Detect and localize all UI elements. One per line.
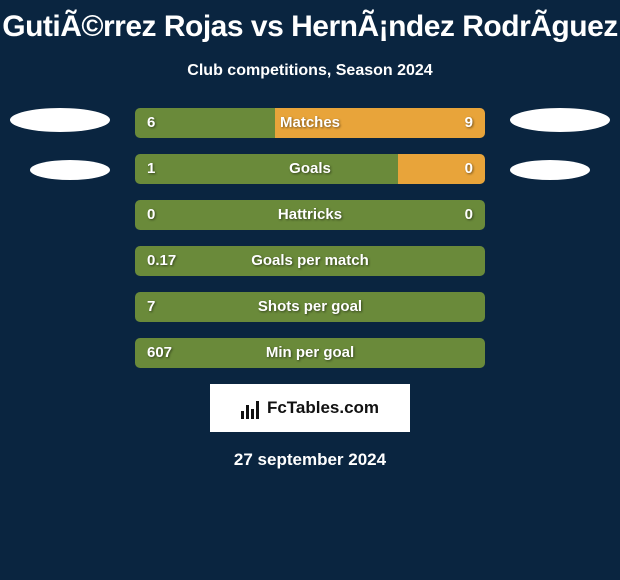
- player-left-ellipse-2: [30, 160, 110, 180]
- player-right-ellipse-2: [510, 160, 590, 180]
- stat-rows-container: Matches69Goals10Hattricks00Goals per mat…: [135, 108, 485, 368]
- stat-value-left: 1: [147, 154, 155, 184]
- stat-label: Shots per goal: [135, 292, 485, 322]
- bar-chart-icon: [241, 397, 263, 419]
- stat-label: Goals per match: [135, 246, 485, 276]
- stat-value-left: 0: [147, 200, 155, 230]
- player-right-ellipse-1: [510, 108, 610, 132]
- stat-row: Goals per match0.17: [135, 246, 485, 276]
- stat-value-left: 7: [147, 292, 155, 322]
- date-label: 27 september 2024: [0, 450, 620, 470]
- stat-row: Min per goal607: [135, 338, 485, 368]
- comparison-arena: Matches69Goals10Hattricks00Goals per mat…: [0, 108, 620, 368]
- stat-label: Matches: [135, 108, 485, 138]
- player-left-ellipse-1: [10, 108, 110, 132]
- stat-label: Hattricks: [135, 200, 485, 230]
- stat-label: Goals: [135, 154, 485, 184]
- stat-label: Min per goal: [135, 338, 485, 368]
- stat-value-left: 0.17: [147, 246, 176, 276]
- page-subtitle: Club competitions, Season 2024: [0, 62, 620, 80]
- stat-row: Goals1 0: [135, 154, 485, 184]
- stat-row: Matches6 9: [135, 108, 485, 138]
- stat-value-right: 0: [465, 200, 473, 230]
- stat-value-left: 607: [147, 338, 172, 368]
- brand-text: FcTables.com: [267, 398, 379, 418]
- stat-value-right: 9: [465, 108, 473, 138]
- brand-badge: FcTables.com: [210, 384, 410, 432]
- stat-value-left: 6: [147, 108, 155, 138]
- page-title: GutiÃ©rrez Rojas vs HernÃ¡ndez RodrÃ­gue…: [0, 0, 620, 44]
- stat-row: Shots per goal7: [135, 292, 485, 322]
- stat-row: Hattricks0 0: [135, 200, 485, 230]
- stat-value-right: 0: [465, 154, 473, 184]
